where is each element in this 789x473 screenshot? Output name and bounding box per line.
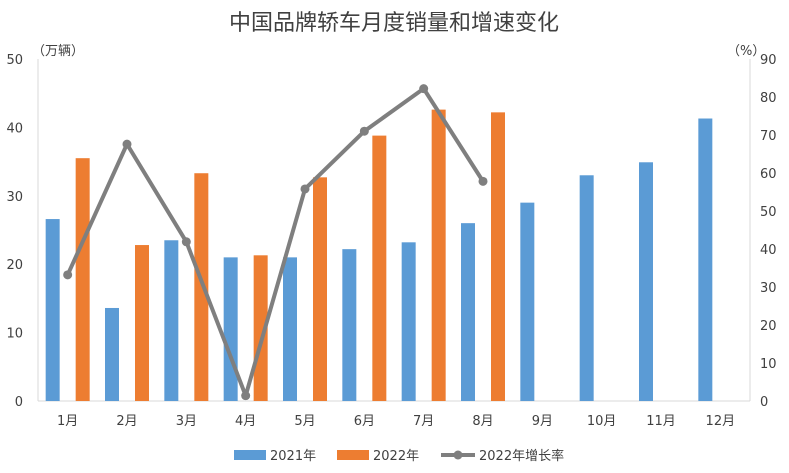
y-left-unit: （万辆） xyxy=(32,44,84,59)
x-tick-label: 1月 xyxy=(57,414,78,429)
y-right-tick-label: 80 xyxy=(760,91,777,106)
growth-point-1月 xyxy=(63,270,73,280)
legend-swatch-2021年 xyxy=(234,450,266,460)
y-right-tick-label: 70 xyxy=(760,129,777,144)
growth-point-4月 xyxy=(241,391,251,401)
x-tick-label: 9月 xyxy=(532,414,553,429)
x-tick-label: 7月 xyxy=(413,414,434,429)
y-right-tick-label: 90 xyxy=(760,53,777,68)
bar-2022年-2月 xyxy=(135,245,149,401)
axes: 0 10 20 30 40 50 0 10 20 30 40 50 60 70 80 90 xyxy=(6,53,776,410)
legend: 2021年 2022年 2022年增长率 xyxy=(234,448,564,464)
legend-label: 2022年增长率 xyxy=(479,448,564,464)
y-right-tick-label: 10 xyxy=(760,357,777,372)
bar-2021年-7月 xyxy=(401,242,416,401)
x-tick-label: 8月 xyxy=(472,414,493,429)
legend-marker-2022年增长率 xyxy=(453,450,463,460)
bar-2021年-10月 xyxy=(579,175,594,401)
growth-point-6月 xyxy=(359,126,369,136)
x-tick-label: 10月 xyxy=(587,414,617,429)
chart-title: 中国品牌轿车月度销量和增速变化 xyxy=(229,11,559,36)
bar-2021年-12月 xyxy=(698,118,713,402)
x-axis-labels: 1月 2月 3月 4月 5月 6月 7月 8月 9月 10月 11月 12月 xyxy=(57,414,735,429)
y-right-tick-label: 50 xyxy=(760,205,777,220)
x-tick-label: 5月 xyxy=(294,414,315,429)
bar-2021年-2月 xyxy=(105,307,119,401)
bar-2022年-7月 xyxy=(431,109,446,401)
y-right-tick-label: 0 xyxy=(760,395,768,410)
bar-2022年-8月 xyxy=(491,112,505,402)
bar-2022年-6月 xyxy=(372,135,387,401)
y-right-tick-label: 40 xyxy=(760,243,777,258)
bars xyxy=(45,109,713,402)
y-left-tick-label: 30 xyxy=(6,190,23,205)
legend-label: 2022年 xyxy=(373,449,419,464)
bar-2022年-5月 xyxy=(313,177,327,401)
growth-point-3月 xyxy=(181,237,191,247)
bar-2021年-5月 xyxy=(283,257,297,401)
y-right-tick-label: 30 xyxy=(760,281,777,296)
growth-point-8月 xyxy=(478,176,488,186)
bar-2021年-6月 xyxy=(342,249,357,401)
bar-2022年-4月 xyxy=(253,255,268,401)
y-left-tick-label: 40 xyxy=(6,121,23,136)
x-tick-label: 11月 xyxy=(646,414,676,429)
bar-2021年-9月 xyxy=(520,202,535,401)
y-right-unit: （%） xyxy=(727,44,765,59)
bar-2021年-3月 xyxy=(164,240,179,401)
legend-label: 2021年 xyxy=(270,449,316,464)
bar-2022年-1月 xyxy=(75,158,90,401)
x-tick-label: 3月 xyxy=(176,414,197,429)
x-tick-label: 12月 xyxy=(706,414,736,429)
y-right-tick-label: 20 xyxy=(760,319,777,334)
bar-2021年-4月 xyxy=(223,257,238,401)
bar-2021年-11月 xyxy=(639,162,653,401)
bar-2022年-3月 xyxy=(194,173,209,401)
growth-line xyxy=(65,86,485,398)
x-tick-label: 6月 xyxy=(354,414,375,429)
y-left-tick-label: 20 xyxy=(6,258,23,273)
y-left-tick-label: 0 xyxy=(15,395,23,410)
growth-point-7月 xyxy=(419,84,429,94)
y-right-tick-label: 60 xyxy=(760,167,777,182)
growth-point-2月 xyxy=(122,139,132,149)
x-tick-label: 4月 xyxy=(235,414,256,429)
legend-swatch-2022年 xyxy=(337,450,369,460)
y-left-tick-label: 50 xyxy=(6,53,23,68)
growth-line-series xyxy=(63,84,488,401)
bar-2021年-1月 xyxy=(45,219,60,401)
growth-point-5月 xyxy=(300,184,310,194)
y-left-tick-label: 10 xyxy=(6,327,23,342)
bar-2021年-8月 xyxy=(461,223,475,401)
x-tick-label: 2月 xyxy=(116,414,137,429)
